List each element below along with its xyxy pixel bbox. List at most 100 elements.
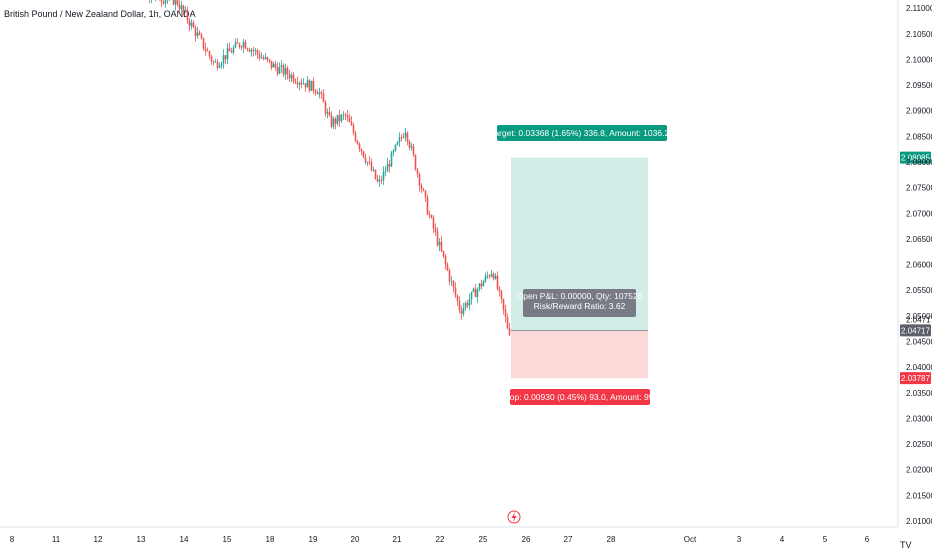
candle xyxy=(378,175,381,187)
candle xyxy=(370,158,373,172)
candle xyxy=(444,253,447,270)
y-tick-label: 2.06000 xyxy=(906,261,932,270)
candle xyxy=(266,56,269,63)
candle xyxy=(416,168,419,178)
candle xyxy=(488,274,491,279)
y-tick-label: 2.04500 xyxy=(906,337,932,346)
target-label: Target: 0.03368 (1.65%) 336.8, Amount: 1… xyxy=(490,125,674,141)
x-tick-label: 6 xyxy=(865,535,870,544)
candle xyxy=(258,50,261,61)
candle xyxy=(262,54,265,61)
candle xyxy=(218,62,221,69)
candle xyxy=(368,156,371,165)
candle xyxy=(234,38,237,49)
candle xyxy=(446,262,449,272)
y-tick-label: 2.10000 xyxy=(906,55,932,64)
candle xyxy=(176,0,179,7)
candle xyxy=(164,0,167,8)
candle xyxy=(212,60,215,66)
x-tick-label: 19 xyxy=(309,535,318,544)
candle xyxy=(268,59,271,64)
svg-text:Open P&L: 0.00000, Qty: 107526: Open P&L: 0.00000, Qty: 107526 xyxy=(517,291,643,301)
x-tick-label: 11 xyxy=(52,535,61,544)
x-tick-label: Oct xyxy=(684,535,697,544)
candle xyxy=(222,49,225,69)
candle xyxy=(236,37,239,44)
candle xyxy=(288,69,291,82)
candle xyxy=(192,20,195,28)
tradingview-logo: TV xyxy=(900,540,912,550)
candle xyxy=(358,142,361,152)
candle xyxy=(384,166,387,177)
chart-symbol-title: British Pound / New Zealand Dollar, 1h, … xyxy=(4,9,196,19)
candle xyxy=(214,58,217,63)
y-tick-label: 2.08000 xyxy=(906,158,932,167)
candle xyxy=(308,79,311,93)
svg-text:Stop: 0.00930 (0.45%) 93.0, Am: Stop: 0.00930 (0.45%) 93.0, Amount: 990 xyxy=(502,392,659,402)
candle xyxy=(382,166,385,185)
candle xyxy=(364,153,367,165)
candle xyxy=(350,116,353,126)
x-tick-label: 5 xyxy=(823,535,828,544)
candle xyxy=(414,154,417,171)
y-tick-label: 2.09000 xyxy=(906,107,932,116)
candle xyxy=(434,223,437,236)
pnl-label: Open P&L: 0.00000, Qty: 107526Risk/Rewar… xyxy=(517,289,643,317)
candle xyxy=(314,89,317,96)
candle xyxy=(390,150,393,168)
candle xyxy=(380,175,383,184)
candle xyxy=(220,61,223,69)
candle xyxy=(468,293,471,310)
candle xyxy=(394,144,397,152)
candle xyxy=(250,47,253,57)
y-tick-label: 2.09500 xyxy=(906,81,932,90)
x-tick-label: 28 xyxy=(607,535,616,544)
candle xyxy=(232,45,235,55)
candle xyxy=(316,89,319,95)
candle xyxy=(336,114,339,126)
candle xyxy=(386,157,389,172)
svg-text:Risk/Reward Ratio: 3.62: Risk/Reward Ratio: 3.62 xyxy=(534,301,626,311)
candle xyxy=(418,172,421,192)
candle xyxy=(318,87,321,99)
candle xyxy=(298,81,301,91)
candle xyxy=(278,62,281,75)
y-tick-label: 2.02000 xyxy=(906,466,932,475)
candle xyxy=(504,304,507,323)
x-tick-label: 12 xyxy=(94,535,103,544)
candle xyxy=(292,71,295,84)
candle xyxy=(362,150,365,159)
lightning-icon xyxy=(507,510,521,524)
candle xyxy=(276,62,279,77)
candle xyxy=(330,111,333,129)
candle xyxy=(198,29,201,36)
x-tick-label: 25 xyxy=(479,535,488,544)
y-tick-label: 2.05500 xyxy=(906,286,932,295)
candle xyxy=(460,305,463,320)
candle xyxy=(464,301,467,311)
candle xyxy=(286,65,289,80)
position-zones xyxy=(511,157,648,379)
current-price-badge: 2.04717 xyxy=(900,324,931,337)
candle xyxy=(280,60,283,73)
candle xyxy=(172,0,175,6)
candle xyxy=(472,287,475,293)
candle xyxy=(310,80,313,91)
candle xyxy=(200,32,203,40)
candle xyxy=(412,144,415,157)
candle xyxy=(254,48,257,56)
candle xyxy=(506,313,509,330)
candle xyxy=(388,160,391,173)
candle xyxy=(190,19,193,30)
x-tick-label: 13 xyxy=(137,535,146,544)
candle xyxy=(404,127,407,142)
y-tick-label: 2.08500 xyxy=(906,132,932,141)
candle xyxy=(502,298,505,315)
candle xyxy=(376,174,379,183)
candle xyxy=(462,302,465,317)
x-tick-label: 8 xyxy=(10,535,15,544)
stop-price-badge: 2.03787 xyxy=(900,372,931,385)
candle xyxy=(346,109,349,122)
